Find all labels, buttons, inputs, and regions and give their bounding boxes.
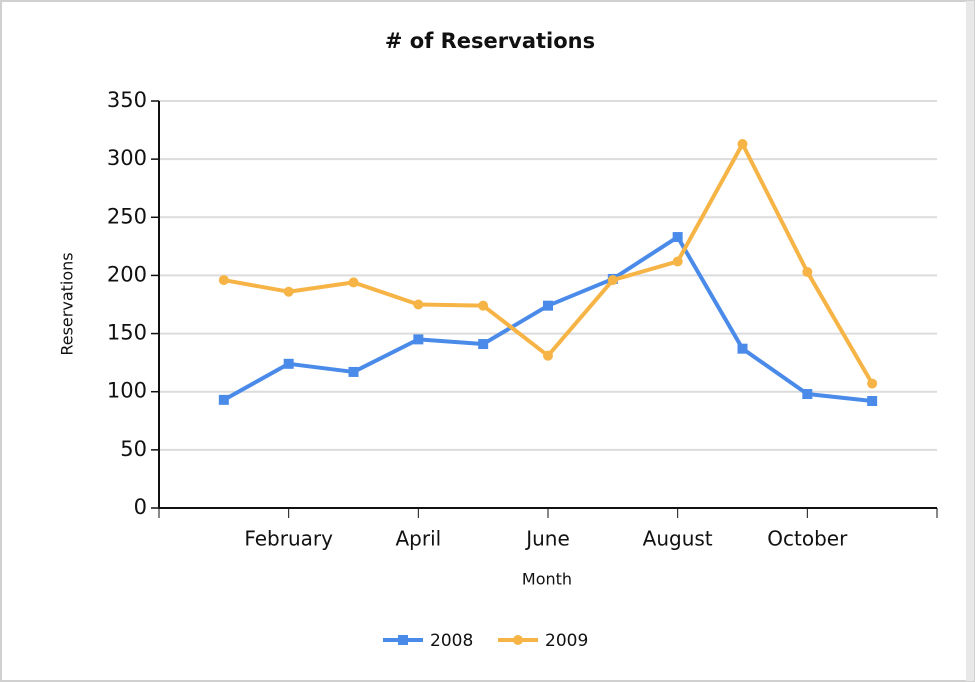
x-tick-label: April xyxy=(395,527,441,551)
y-tick-label: 150 xyxy=(107,321,147,345)
x-tick-label: October xyxy=(767,527,848,551)
point xyxy=(478,300,489,311)
point xyxy=(867,378,878,389)
y-tick-label: 100 xyxy=(107,379,147,403)
y-tick-label: 350 xyxy=(107,88,147,112)
point xyxy=(737,139,748,150)
point xyxy=(478,339,489,350)
point xyxy=(218,275,229,286)
point xyxy=(348,277,359,288)
point xyxy=(413,299,424,310)
point xyxy=(543,300,553,311)
point xyxy=(672,256,683,267)
legend-label: 2009 xyxy=(545,631,588,651)
y-tick-label: 0 xyxy=(134,495,147,519)
x-tick-label: August xyxy=(643,527,713,551)
point xyxy=(802,389,813,400)
x-tick-label: February xyxy=(244,527,333,551)
point xyxy=(348,366,359,377)
point xyxy=(867,396,878,407)
point xyxy=(283,286,294,297)
chart-title: # of Reservations xyxy=(385,29,595,53)
point xyxy=(413,334,424,345)
legend-label: 2008 xyxy=(430,631,473,651)
point xyxy=(607,275,618,286)
x-tick-label: June xyxy=(524,527,570,551)
scrollbar xyxy=(966,1,974,681)
point xyxy=(802,266,813,277)
y-tick-label: 250 xyxy=(107,204,147,228)
legend-marker xyxy=(398,635,408,645)
point xyxy=(283,358,294,369)
y-tick-label: 200 xyxy=(107,262,147,286)
x-axis-label: Month xyxy=(522,570,572,589)
point xyxy=(737,343,748,354)
legend-marker xyxy=(513,635,523,645)
y-tick-label: 300 xyxy=(107,146,147,170)
y-tick-label: 50 xyxy=(120,437,147,461)
point xyxy=(543,350,553,361)
y-axis-label: Reservations xyxy=(58,252,77,355)
point xyxy=(218,394,229,405)
point xyxy=(672,232,683,243)
